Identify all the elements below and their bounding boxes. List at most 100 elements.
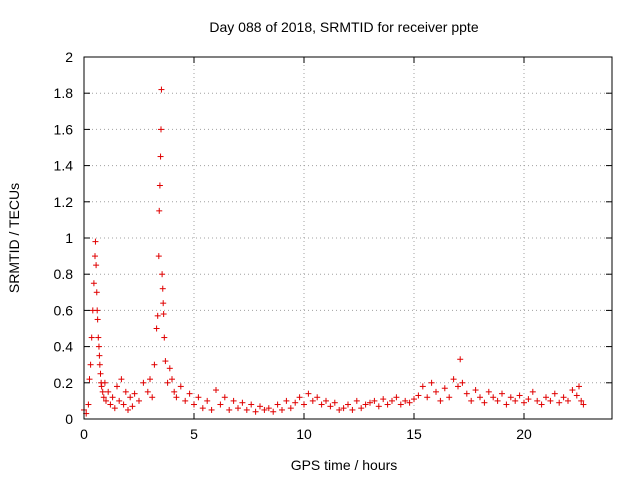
data-point: [147, 376, 153, 383]
data-point: [131, 390, 138, 397]
data-point: [441, 385, 448, 392]
data-point: [538, 401, 545, 408]
data-point: [195, 394, 202, 401]
data-point: [547, 397, 554, 404]
data-point: [226, 406, 233, 413]
data-point: [279, 406, 285, 413]
data-point: [402, 397, 409, 404]
data-point: [125, 406, 131, 413]
data-point: [94, 316, 101, 323]
data-point: [173, 394, 180, 401]
data-point: [96, 361, 103, 368]
data-point: [578, 397, 585, 404]
data-point: [127, 394, 134, 401]
data-point: [556, 399, 563, 406]
x-tick-label: 20: [516, 426, 532, 442]
data-point: [393, 394, 400, 401]
data-point: [177, 383, 184, 390]
data-point: [525, 396, 532, 403]
data-point: [208, 406, 215, 413]
data-point: [159, 271, 166, 278]
data-point: [455, 383, 461, 390]
x-tick-label: 15: [406, 426, 422, 442]
data-point: [136, 397, 142, 404]
data-point: [95, 343, 102, 350]
data-point: [270, 408, 277, 415]
data-point: [499, 390, 505, 397]
data-point: [314, 394, 321, 401]
y-tick-label: 1.8: [54, 85, 74, 101]
data-point: [353, 397, 360, 404]
data-point: [309, 397, 316, 404]
data-point: [154, 312, 161, 319]
data-point: [472, 387, 479, 394]
data-point: [516, 392, 523, 399]
data-point: [411, 396, 417, 403]
y-tick-label: 0.4: [54, 339, 74, 355]
data-point: [96, 352, 103, 359]
data-point: [88, 334, 95, 341]
data-point: [159, 285, 166, 292]
data-point: [437, 397, 444, 404]
data-point: [389, 397, 395, 404]
data-point: [97, 370, 104, 377]
y-tick-label: 0.6: [54, 302, 74, 318]
data-point: [261, 406, 268, 413]
data-point: [151, 361, 158, 368]
data-point: [94, 307, 101, 314]
data-point: [503, 401, 510, 408]
data-point: [144, 388, 151, 395]
data-point: [155, 253, 162, 260]
data-point: [331, 399, 338, 406]
data-point: [349, 406, 356, 413]
data-point: [318, 401, 325, 408]
data-point: [296, 394, 303, 401]
y-tick-label: 1.4: [54, 158, 74, 174]
data-point: [397, 401, 404, 408]
data-point: [101, 379, 108, 386]
data-point: [158, 126, 164, 133]
x-tick-label: 5: [190, 426, 198, 442]
y-tick-label: 1: [65, 230, 73, 246]
data-point: [243, 406, 250, 413]
data-point: [477, 394, 483, 401]
data-point: [301, 401, 307, 408]
data-point: [428, 379, 435, 386]
data-point: [186, 390, 193, 397]
data-point: [252, 408, 259, 415]
data-point: [156, 207, 163, 214]
data-point: [90, 280, 97, 287]
data-point: [327, 403, 334, 410]
data-point: [560, 394, 567, 401]
data-point: [153, 325, 160, 332]
data-point: [367, 399, 373, 406]
data-point: [419, 383, 426, 390]
data-point: [424, 394, 431, 401]
data-point: [162, 358, 169, 365]
data-point: [521, 399, 527, 406]
data-point: [287, 405, 294, 412]
data-point: [446, 394, 453, 401]
data-point: [161, 334, 168, 341]
data-point: [468, 397, 475, 404]
data-point: [406, 399, 413, 406]
data-point: [217, 401, 224, 408]
data-point: [433, 388, 439, 395]
data-point: [149, 394, 156, 401]
data-point: [345, 401, 351, 408]
data-point: [169, 376, 175, 383]
x-tick-label: 0: [80, 426, 88, 442]
data-point: [358, 405, 365, 412]
data-point: [569, 387, 576, 394]
data-point: [274, 401, 281, 408]
data-point: [463, 390, 470, 397]
data-point: [292, 399, 299, 406]
data-point: [93, 289, 100, 296]
data-point: [160, 311, 167, 318]
data-point: [384, 401, 391, 408]
data-point: [122, 388, 129, 395]
data-point: [86, 376, 93, 383]
data-point: [129, 403, 136, 410]
data-point: [199, 405, 206, 412]
data-point: [213, 387, 219, 394]
